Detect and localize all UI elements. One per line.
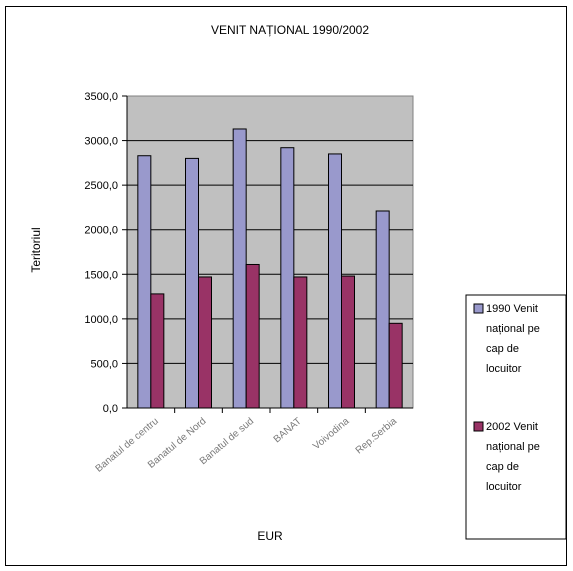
legend-box bbox=[465, 294, 567, 540]
x-axis-label: EUR bbox=[257, 529, 283, 543]
legend-line: cap de bbox=[486, 461, 519, 473]
legend-line: național pe bbox=[486, 441, 540, 453]
x-tick-label: Rep.Serbia bbox=[354, 416, 400, 457]
y-tick-label: 2000,0 bbox=[84, 225, 118, 237]
legend-entry: 1990 Venit național pe cap de locuitor bbox=[486, 303, 540, 375]
bar bbox=[375, 210, 390, 409]
bar bbox=[198, 276, 212, 409]
y-tick-label: 3500,0 bbox=[84, 91, 118, 103]
legend-entry: 2002 Venit național pe cap de locuitor bbox=[486, 421, 540, 493]
bar bbox=[137, 155, 152, 409]
y-tick-label: 1000,0 bbox=[84, 314, 118, 326]
bar bbox=[150, 293, 165, 409]
y-tick-label: 1500,0 bbox=[84, 269, 118, 281]
legend-swatch bbox=[473, 303, 484, 314]
legend-swatch bbox=[473, 421, 484, 432]
legend-line: național pe bbox=[486, 323, 540, 335]
plot-background bbox=[126, 95, 414, 409]
bar bbox=[341, 275, 355, 409]
legend: 1990 Venit național pe cap de locuitor2002 … bbox=[465, 294, 567, 540]
bar bbox=[280, 147, 295, 409]
y-tick-label: 2500,0 bbox=[84, 180, 118, 192]
legend-line: locuitor bbox=[486, 363, 522, 375]
y-tick-label: 0,0 bbox=[103, 403, 118, 415]
bar bbox=[232, 128, 247, 409]
chart-title: VENIT NAȚIONAL 1990/2002 bbox=[211, 23, 369, 37]
bar bbox=[293, 276, 308, 409]
legend-line: cap de bbox=[486, 343, 519, 355]
y-tick-label: 3000,0 bbox=[84, 136, 118, 148]
legend-line: locuitor bbox=[486, 481, 522, 493]
bar bbox=[185, 157, 199, 409]
y-axis-label: Teritoriul bbox=[29, 227, 43, 272]
x-tick-label: BANAT bbox=[272, 416, 304, 445]
y-tick-label: 500,0 bbox=[90, 358, 118, 370]
bar bbox=[245, 263, 260, 409]
plot-area: 0,0 500,0 1000,0 1500,0 2000,0 2500,0 3000,0 35… bbox=[84, 91, 414, 475]
bar bbox=[328, 153, 342, 409]
legend-line: 2002 Venit bbox=[486, 421, 538, 433]
bar bbox=[388, 322, 403, 409]
legend-line: 1990 Venit bbox=[486, 303, 538, 315]
x-tick-label: Voivodina bbox=[311, 416, 352, 453]
